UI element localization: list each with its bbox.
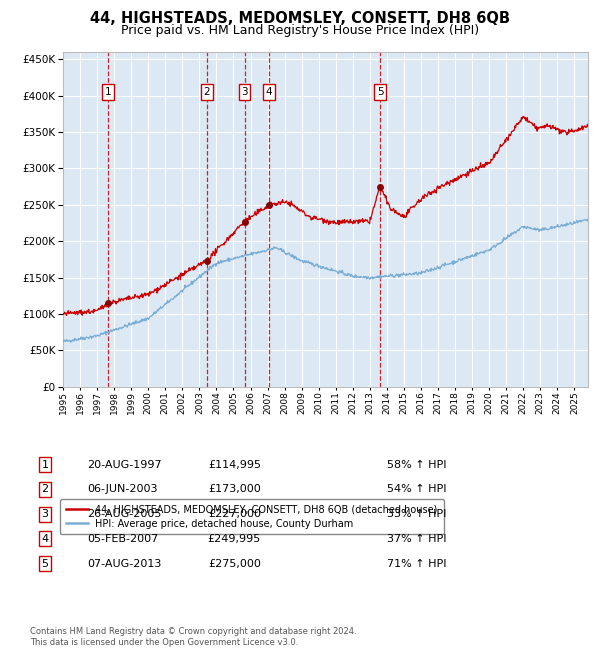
Text: 2: 2 (41, 484, 49, 495)
Text: 2: 2 (203, 87, 210, 97)
Text: 1: 1 (104, 87, 111, 97)
Text: 33% ↑ HPI: 33% ↑ HPI (387, 509, 446, 519)
Text: 20-AUG-1997: 20-AUG-1997 (87, 460, 161, 470)
Legend: 44, HIGHSTEADS, MEDOMSLEY, CONSETT, DH8 6QB (detached house), HPI: Average price: 44, HIGHSTEADS, MEDOMSLEY, CONSETT, DH8 … (61, 499, 443, 534)
Text: Price paid vs. HM Land Registry's House Price Index (HPI): Price paid vs. HM Land Registry's House … (121, 24, 479, 37)
Text: £114,995: £114,995 (208, 460, 261, 470)
Text: Contains HM Land Registry data © Crown copyright and database right 2024.
This d: Contains HM Land Registry data © Crown c… (30, 627, 356, 647)
Text: 1: 1 (41, 460, 49, 470)
Text: 06-JUN-2003: 06-JUN-2003 (87, 484, 157, 495)
Text: 37% ↑ HPI: 37% ↑ HPI (387, 534, 446, 544)
Text: 4: 4 (41, 534, 49, 544)
Text: 44, HIGHSTEADS, MEDOMSLEY, CONSETT, DH8 6QB: 44, HIGHSTEADS, MEDOMSLEY, CONSETT, DH8 … (90, 11, 510, 26)
Text: 71% ↑ HPI: 71% ↑ HPI (387, 558, 446, 569)
Text: 54% ↑ HPI: 54% ↑ HPI (387, 484, 446, 495)
Text: £227,000: £227,000 (208, 509, 261, 519)
Text: 07-AUG-2013: 07-AUG-2013 (87, 558, 161, 569)
Text: 05-FEB-2007: 05-FEB-2007 (87, 534, 158, 544)
Text: £249,995: £249,995 (208, 534, 261, 544)
Text: 4: 4 (266, 87, 272, 97)
Text: 26-AUG-2005: 26-AUG-2005 (87, 509, 161, 519)
Text: £275,000: £275,000 (208, 558, 261, 569)
Text: 5: 5 (41, 558, 49, 569)
Text: £173,000: £173,000 (208, 484, 261, 495)
Text: 3: 3 (41, 509, 49, 519)
Text: 5: 5 (377, 87, 383, 97)
Text: 58% ↑ HPI: 58% ↑ HPI (387, 460, 446, 470)
Text: 3: 3 (241, 87, 248, 97)
